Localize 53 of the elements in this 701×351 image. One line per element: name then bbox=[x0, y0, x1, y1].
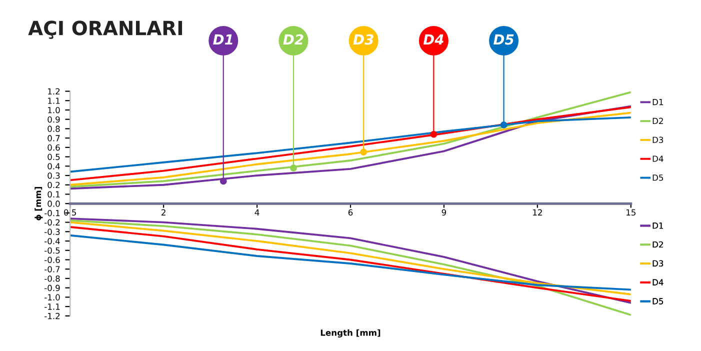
x-tick-label: 12 bbox=[533, 209, 542, 216]
line-series bbox=[70, 234, 631, 291]
x-tick-label: 15 bbox=[626, 209, 636, 216]
y-tick-label: 0.7 bbox=[48, 135, 60, 142]
y-tick-label: 0.5 bbox=[48, 154, 60, 160]
legend-label: D4 bbox=[652, 279, 664, 286]
y-tick-label: 1.1 bbox=[48, 98, 60, 104]
y-tick-label: 0.3 bbox=[48, 172, 60, 179]
line-series bbox=[70, 116, 631, 173]
chart-title: AÇI ORANLARI bbox=[28, 20, 182, 39]
y-tick-label: -0.6 bbox=[44, 256, 60, 264]
y-tick-label: 0.6 bbox=[48, 144, 60, 151]
legend-label: D3 bbox=[652, 136, 664, 144]
x-tick-label: 2 bbox=[162, 209, 166, 216]
y-tick-label: 0.0 bbox=[48, 200, 60, 207]
y-tick-label: 1.0 bbox=[48, 106, 60, 114]
legend-label: D1 bbox=[652, 99, 663, 106]
x-tick-label: 9 bbox=[442, 209, 446, 216]
y-tick-label: 0.8 bbox=[48, 126, 60, 132]
y-tick-label: 0.1 bbox=[48, 191, 60, 198]
x-tick-label: 6 bbox=[348, 209, 353, 216]
annotation: D1 bbox=[213, 34, 232, 45]
y-tick-label: -0.4 bbox=[44, 238, 60, 244]
y-tick-label: 0.2 bbox=[48, 182, 60, 188]
legend-label: D5 bbox=[652, 174, 664, 181]
legend-label: D5 bbox=[652, 298, 664, 304]
y-tick-label: -0.5 bbox=[44, 247, 60, 254]
annotation: D2 bbox=[283, 34, 304, 45]
legend-label: D2 bbox=[652, 241, 663, 248]
y-tick-label: 0.9 bbox=[48, 116, 60, 123]
x-tick-label: 4 bbox=[254, 209, 260, 216]
y-tick-label: -0.2 bbox=[44, 219, 60, 226]
x-tick-label: 0.5 bbox=[64, 209, 76, 216]
y-tick-label: -1.1 bbox=[44, 304, 60, 310]
y-tick-label: 0.4 bbox=[48, 163, 60, 170]
y-tick-label: -0.7 bbox=[44, 266, 60, 272]
y-tick-label: -0.8 bbox=[44, 275, 60, 282]
y-axis-title: ϕ [mm] bbox=[34, 187, 43, 220]
y-tick-label: -0.9 bbox=[44, 284, 60, 292]
legend-label: D3 bbox=[652, 260, 664, 267]
y-tick-label: -0.3 bbox=[44, 228, 60, 235]
y-tick-label: -1.0 bbox=[44, 294, 60, 300]
y-tick-label: 1.2 bbox=[48, 88, 60, 94]
annotation: D5 bbox=[493, 34, 514, 45]
legend-label: D4 bbox=[652, 156, 664, 162]
x-axis-title: Length [mm] bbox=[320, 329, 380, 338]
annotation: D4 bbox=[423, 34, 444, 45]
legend-label: D1 bbox=[652, 222, 663, 229]
y-tick-label: -1.2 bbox=[44, 312, 60, 320]
annotation: D3 bbox=[353, 34, 374, 45]
line-series bbox=[70, 91, 631, 188]
legend-label: D2 bbox=[652, 118, 663, 124]
y-tick-label: -0.1 bbox=[44, 210, 60, 216]
